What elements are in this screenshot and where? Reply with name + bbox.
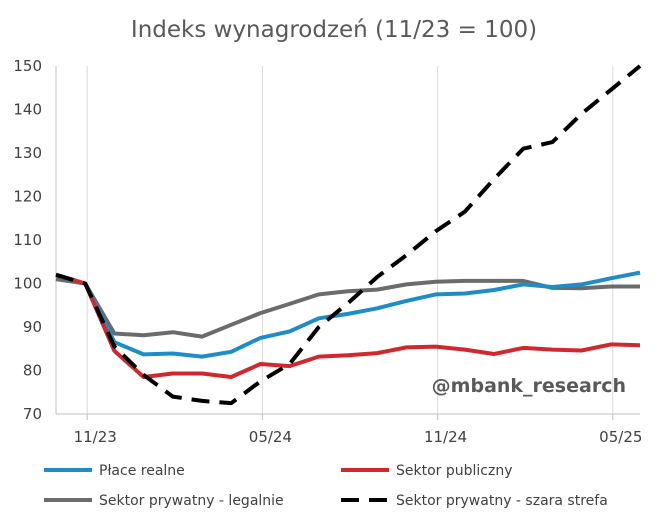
chart-title: Indeks wynagrodzeń (11/23 = 100)	[131, 17, 537, 43]
watermark: @mbank_research	[432, 375, 626, 397]
axes	[55, 66, 640, 420]
y-tick-label: 90	[23, 318, 42, 336]
legend-item: Sektor prywatny - legalnie	[44, 493, 284, 509]
series-lines	[55, 64, 642, 406]
x-tick-label: 05/25	[599, 428, 642, 446]
series-line-0	[55, 270, 641, 359]
legend-item: Płace realne	[44, 463, 185, 479]
x-tick-label: 11/24	[424, 428, 467, 446]
y-tick-label: 100	[13, 275, 42, 293]
x-tick-labels: 11/23 05/24 11/24 05/25	[74, 428, 643, 446]
series-line-1	[55, 272, 641, 379]
legend-label: Sektor prywatny - szara strefa	[396, 493, 608, 509]
series-line-3	[55, 64, 642, 406]
y-tick-label: 120	[13, 188, 42, 206]
y-tick-label: 80	[23, 362, 42, 380]
y-tick-label: 150	[13, 57, 42, 75]
y-tick-label: 140	[13, 101, 42, 119]
y-tick-label: 110	[13, 231, 42, 249]
y-tick-labels: 70 80 90 100 110 120 130 140 150	[13, 57, 42, 423]
legend-label: Sektor prywatny - legalnie	[99, 493, 284, 509]
grid	[86, 66, 614, 414]
legend-item: Sektor prywatny - szara strefa	[341, 493, 608, 509]
y-tick-label: 70	[23, 405, 42, 423]
legend-label: Sektor publiczny	[396, 463, 513, 479]
legend: Płace realne Sektor publiczny Sektor prywa…	[44, 463, 608, 509]
y-tick-label: 130	[13, 144, 42, 162]
x-tick-label: 11/23	[74, 428, 117, 446]
legend-item: Sektor publiczny	[341, 463, 513, 479]
legend-label: Płace realne	[99, 463, 185, 479]
x-tick-label: 05/24	[249, 428, 292, 446]
